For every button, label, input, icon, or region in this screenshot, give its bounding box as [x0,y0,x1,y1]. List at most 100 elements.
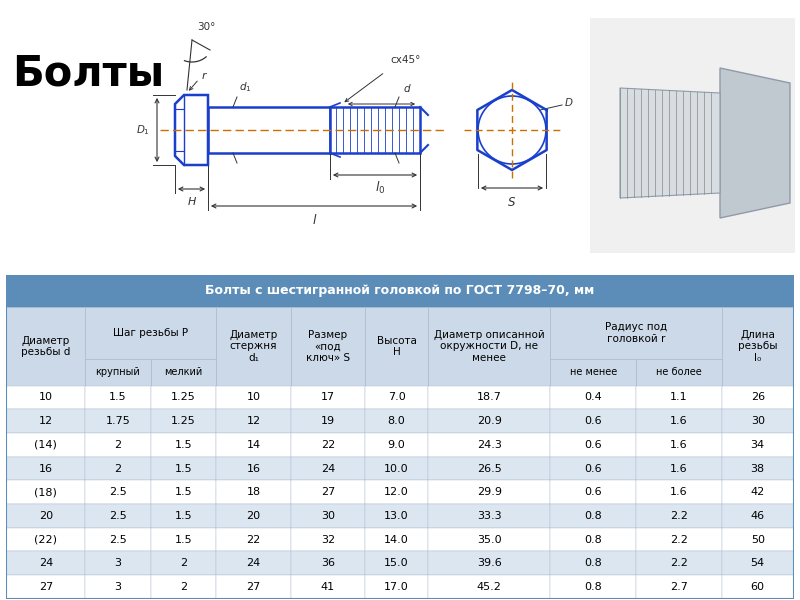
FancyBboxPatch shape [150,386,216,409]
Text: 35.0: 35.0 [477,535,502,545]
FancyBboxPatch shape [722,433,794,457]
FancyBboxPatch shape [150,481,216,504]
Text: 26: 26 [750,392,765,403]
Text: D: D [565,98,573,108]
Text: 46: 46 [750,511,765,521]
Text: Шаг резьбы Р: Шаг резьбы Р [113,328,188,338]
Text: 3: 3 [114,582,122,592]
Text: 19: 19 [321,416,335,426]
FancyBboxPatch shape [290,575,365,599]
Text: Диаметр
резьбы d: Диаметр резьбы d [21,335,70,357]
FancyBboxPatch shape [550,528,636,551]
Text: 0.6: 0.6 [585,487,602,497]
FancyBboxPatch shape [290,409,365,433]
Text: $d_1$: $d_1$ [238,80,251,94]
FancyBboxPatch shape [216,481,290,504]
Text: 7.0: 7.0 [388,392,406,403]
Text: 32: 32 [321,535,335,545]
FancyBboxPatch shape [216,433,290,457]
FancyBboxPatch shape [636,528,722,551]
Text: 20: 20 [38,511,53,521]
Polygon shape [330,107,420,153]
Text: 27: 27 [321,487,335,497]
Text: Болты с шестигранной головкой по ГОСТ 7798–70, мм: Болты с шестигранной головкой по ГОСТ 77… [206,284,594,298]
FancyBboxPatch shape [550,457,636,481]
FancyBboxPatch shape [85,504,150,528]
FancyBboxPatch shape [722,575,794,599]
Text: 8.0: 8.0 [388,416,406,426]
FancyBboxPatch shape [428,504,550,528]
Text: 1.25: 1.25 [171,392,196,403]
FancyBboxPatch shape [85,433,150,457]
FancyBboxPatch shape [636,409,722,433]
FancyBboxPatch shape [365,528,428,551]
FancyBboxPatch shape [85,457,150,481]
FancyBboxPatch shape [216,575,290,599]
Text: 41: 41 [321,582,335,592]
Text: 39.6: 39.6 [477,558,502,568]
Text: H: H [187,197,196,207]
Text: 1.5: 1.5 [174,511,192,521]
FancyBboxPatch shape [636,481,722,504]
Text: не менее: не менее [570,367,617,377]
FancyBboxPatch shape [85,551,150,575]
Text: 1.6: 1.6 [670,487,688,497]
FancyBboxPatch shape [216,409,290,433]
Text: 24.3: 24.3 [477,440,502,450]
Text: 22: 22 [321,440,335,450]
Text: (22): (22) [34,535,58,545]
Text: 16: 16 [38,464,53,473]
Text: 10: 10 [246,392,261,403]
Text: 17: 17 [321,392,335,403]
Text: 26.5: 26.5 [477,464,502,473]
Text: 24: 24 [321,464,335,473]
Text: 22: 22 [246,535,261,545]
Text: Диаметр
стержня
d₁: Диаметр стержня d₁ [230,330,278,363]
Text: 0.6: 0.6 [585,464,602,473]
Text: 2.2: 2.2 [670,558,688,568]
FancyBboxPatch shape [150,504,216,528]
FancyBboxPatch shape [636,457,722,481]
Text: l: l [312,214,316,227]
Text: 16: 16 [246,464,261,473]
Text: 2: 2 [114,464,122,473]
FancyBboxPatch shape [636,359,722,386]
Text: 0.6: 0.6 [585,416,602,426]
FancyBboxPatch shape [150,457,216,481]
FancyBboxPatch shape [550,307,722,359]
Text: 30: 30 [321,511,335,521]
Text: 13.0: 13.0 [384,511,409,521]
Text: 54: 54 [750,558,765,568]
FancyBboxPatch shape [6,481,85,504]
Text: 1.5: 1.5 [174,464,192,473]
Text: Болты: Болты [12,52,164,94]
Text: 2: 2 [180,558,187,568]
Text: 1.1: 1.1 [670,392,688,403]
FancyBboxPatch shape [365,575,428,599]
FancyBboxPatch shape [216,307,290,386]
FancyBboxPatch shape [85,575,150,599]
Text: 20: 20 [246,511,261,521]
FancyBboxPatch shape [216,528,290,551]
FancyBboxPatch shape [6,409,85,433]
Text: 0.8: 0.8 [585,558,602,568]
Text: 10: 10 [38,392,53,403]
Text: r: r [202,71,206,81]
Text: 1.5: 1.5 [174,535,192,545]
Text: 2.2: 2.2 [670,511,688,521]
FancyBboxPatch shape [636,551,722,575]
Text: S: S [508,196,516,209]
FancyBboxPatch shape [85,481,150,504]
FancyBboxPatch shape [428,307,550,386]
FancyBboxPatch shape [290,307,365,386]
Text: 17.0: 17.0 [384,582,409,592]
Text: 1.5: 1.5 [174,440,192,450]
FancyBboxPatch shape [636,575,722,599]
Text: (18): (18) [34,487,57,497]
Text: 2.2: 2.2 [670,535,688,545]
Text: крупный: крупный [95,367,140,377]
Text: 30: 30 [750,416,765,426]
Text: 0.6: 0.6 [585,440,602,450]
FancyBboxPatch shape [722,504,794,528]
Text: 1.6: 1.6 [670,440,688,450]
